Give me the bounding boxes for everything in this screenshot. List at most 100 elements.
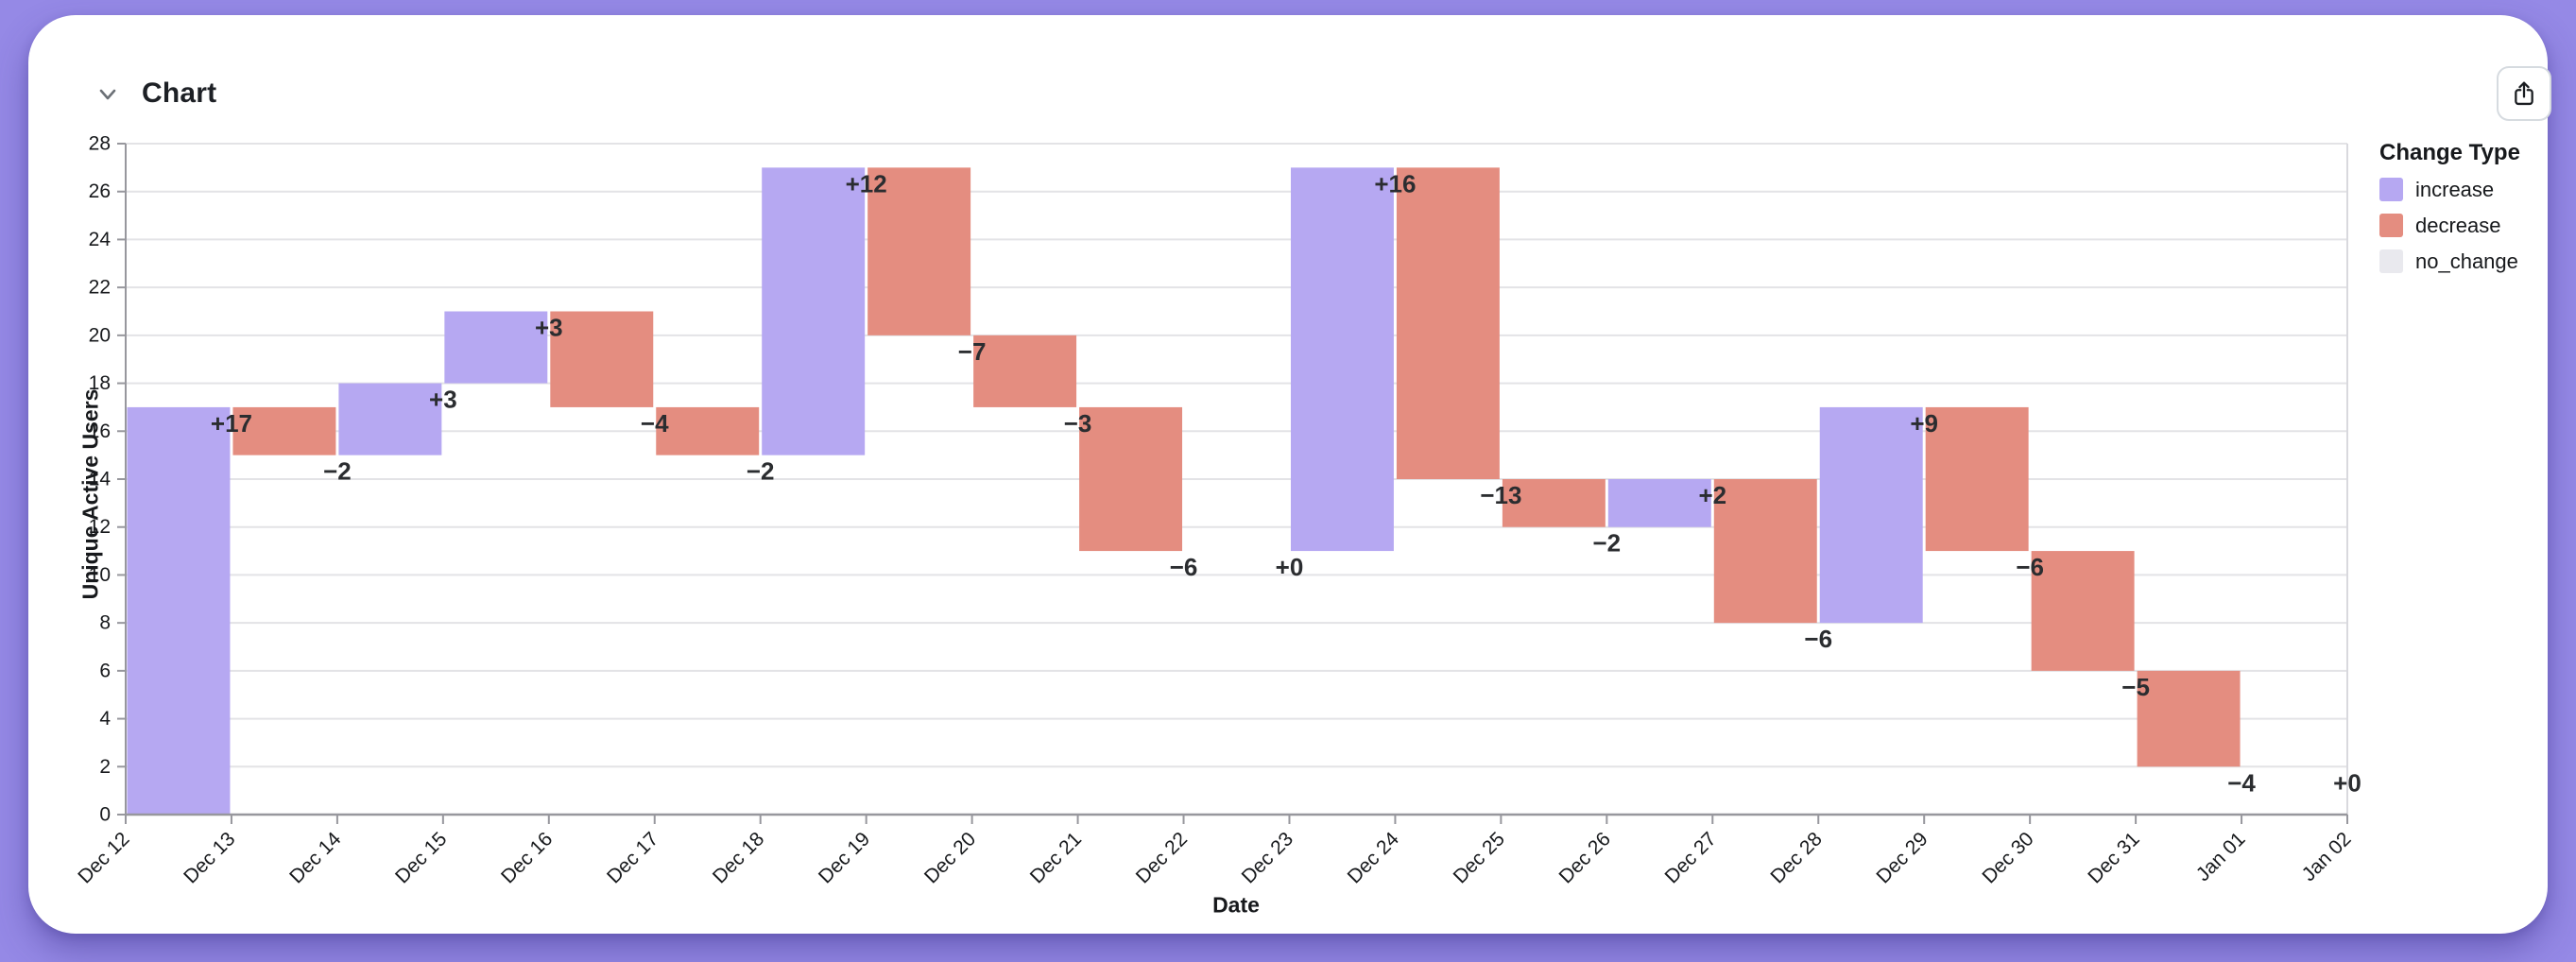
legend-swatch: [2379, 249, 2403, 273]
bar-value-label: −6: [1804, 625, 1832, 653]
waterfall-bar: [1925, 406, 2029, 552]
page-title: Chart: [142, 77, 217, 109]
waterfall-bar: [2031, 551, 2135, 671]
bar-value-label: +0: [1276, 553, 1304, 581]
y-tick-label: 0: [99, 804, 111, 826]
bar-value-label: −3: [1064, 409, 1092, 438]
x-tick-label: Dec 31: [2084, 828, 2143, 887]
legend: Change Type increase decrease no_change: [2379, 140, 2576, 285]
x-tick-label: Dec 23: [1238, 828, 1297, 887]
x-tick-label: Dec 12: [74, 828, 133, 887]
x-tick-label: Jan 01: [2192, 828, 2250, 885]
waterfall-bar: [2137, 670, 2241, 767]
x-tick-label: Dec 18: [709, 828, 768, 887]
y-tick-label: 16: [89, 421, 111, 442]
x-tick-label: Jan 02: [2298, 828, 2356, 885]
x-tick-label: Dec 29: [1872, 828, 1932, 887]
bar-value-label: −4: [2227, 768, 2256, 797]
legend-item-label: no_change: [2415, 249, 2518, 273]
bar-value-label: +2: [1698, 481, 1726, 509]
waterfall-bar: [1079, 406, 1183, 552]
card-header: Chart: [28, 15, 2551, 129]
x-tick-label: Dec 24: [1344, 828, 1404, 888]
waterfall-bar: [232, 406, 336, 455]
bar-value-label: +12: [846, 169, 887, 198]
bar-value-label: −13: [1480, 481, 1521, 509]
legend-item-label: increase: [2415, 178, 2495, 201]
waterfall-bar: [127, 406, 231, 815]
waterfall-bar: [338, 383, 442, 455]
waterfall-bar: [1396, 167, 1500, 479]
legend-item: increase: [2379, 178, 2576, 201]
bar-value-label: −6: [2016, 553, 2044, 581]
bar-value-label: −2: [323, 457, 352, 486]
bar-value-label: −7: [958, 337, 987, 366]
y-tick-label: 14: [89, 469, 112, 490]
x-tick-label: Dec 27: [1661, 828, 1721, 887]
share-icon: [2509, 78, 2539, 109]
y-tick-label: 28: [89, 133, 111, 155]
y-tick-label: 26: [89, 180, 111, 202]
legend-item-label: decrease: [2415, 214, 2501, 237]
chart-card: Chart +17 −2 +3 +3 −4 −2 +12 −7 −3 −6 +0 +16 −13 −2 +2…: [28, 15, 2551, 934]
bar-value-label: +9: [1910, 409, 1938, 438]
waterfall-bar: [444, 311, 548, 384]
bar-value-label: −4: [641, 409, 669, 438]
bar-value-label: +16: [1374, 169, 1416, 198]
waterfall-bar: [1502, 479, 1606, 527]
bar-value-label: +17: [211, 409, 252, 438]
legend-swatch: [2379, 214, 2403, 237]
waterfall-bar: [867, 167, 971, 335]
y-tick-label: 12: [89, 516, 111, 538]
waterfall-bar: [1607, 479, 1711, 527]
bar-value-label: +3: [429, 386, 457, 414]
x-tick-label: Dec 13: [180, 828, 239, 887]
x-tick-label: Dec 26: [1555, 828, 1615, 887]
y-tick-label: 18: [89, 372, 111, 394]
bar-value-label: +0: [2333, 768, 2361, 797]
y-tick-label: 4: [99, 708, 111, 730]
collapse-chart-button[interactable]: [87, 74, 129, 115]
share-button[interactable]: [2497, 66, 2551, 121]
y-tick-label: 22: [89, 277, 111, 299]
x-tick-label: Dec 22: [1132, 828, 1192, 887]
waterfall-bar: [550, 311, 654, 407]
legend-items: increase decrease no_change: [2379, 178, 2576, 273]
x-tick-label: Dec 28: [1766, 828, 1826, 887]
y-tick-label: 20: [89, 324, 111, 346]
legend-swatch: [2379, 178, 2403, 201]
x-tick-label: Dec 25: [1450, 828, 1509, 887]
waterfall-bar: [1713, 479, 1817, 624]
legend-item: no_change: [2379, 249, 2576, 273]
x-tick-label: Dec 21: [1026, 828, 1086, 887]
waterfall-bar: [1819, 406, 1923, 624]
x-tick-label: Dec 14: [285, 828, 346, 888]
waterfall-bar: [973, 335, 1077, 407]
waterfall-chart: +17 −2 +3 +3 −4 −2 +12 −7 −3 −6 +0 +16 −13 −2 +2 −6 +9 −6…: [74, 133, 2361, 888]
y-tick-label: 8: [99, 612, 111, 634]
y-axis-title: Unique Active Users: [77, 388, 103, 600]
waterfall-bar: [1290, 167, 1394, 552]
x-tick-label: Dec 19: [815, 828, 874, 887]
waterfall-bar: [656, 406, 760, 455]
y-tick-label: 2: [99, 756, 111, 778]
legend-item: decrease: [2379, 214, 2576, 237]
bar-value-label: +3: [535, 314, 563, 342]
y-tick-label: 24: [89, 229, 112, 250]
chevron-down-icon: [95, 82, 120, 107]
x-tick-label: Dec 30: [1978, 828, 2037, 887]
x-axis-title: Date: [1212, 892, 1260, 918]
x-tick-label: Dec 15: [391, 828, 451, 887]
x-tick-label: Dec 16: [497, 828, 557, 887]
x-tick-label: Dec 20: [920, 828, 980, 887]
bar-value-label: −6: [1170, 553, 1198, 581]
bar-value-label: −2: [1593, 529, 1622, 558]
y-tick-label: 10: [89, 564, 111, 586]
waterfall-bar: [762, 167, 866, 455]
legend-title: Change Type: [2379, 140, 2520, 165]
y-tick-label: 6: [99, 660, 111, 681]
bar-value-label: −2: [747, 457, 775, 486]
bar-value-label: −5: [2121, 673, 2150, 701]
x-tick-label: Dec 17: [603, 828, 662, 887]
